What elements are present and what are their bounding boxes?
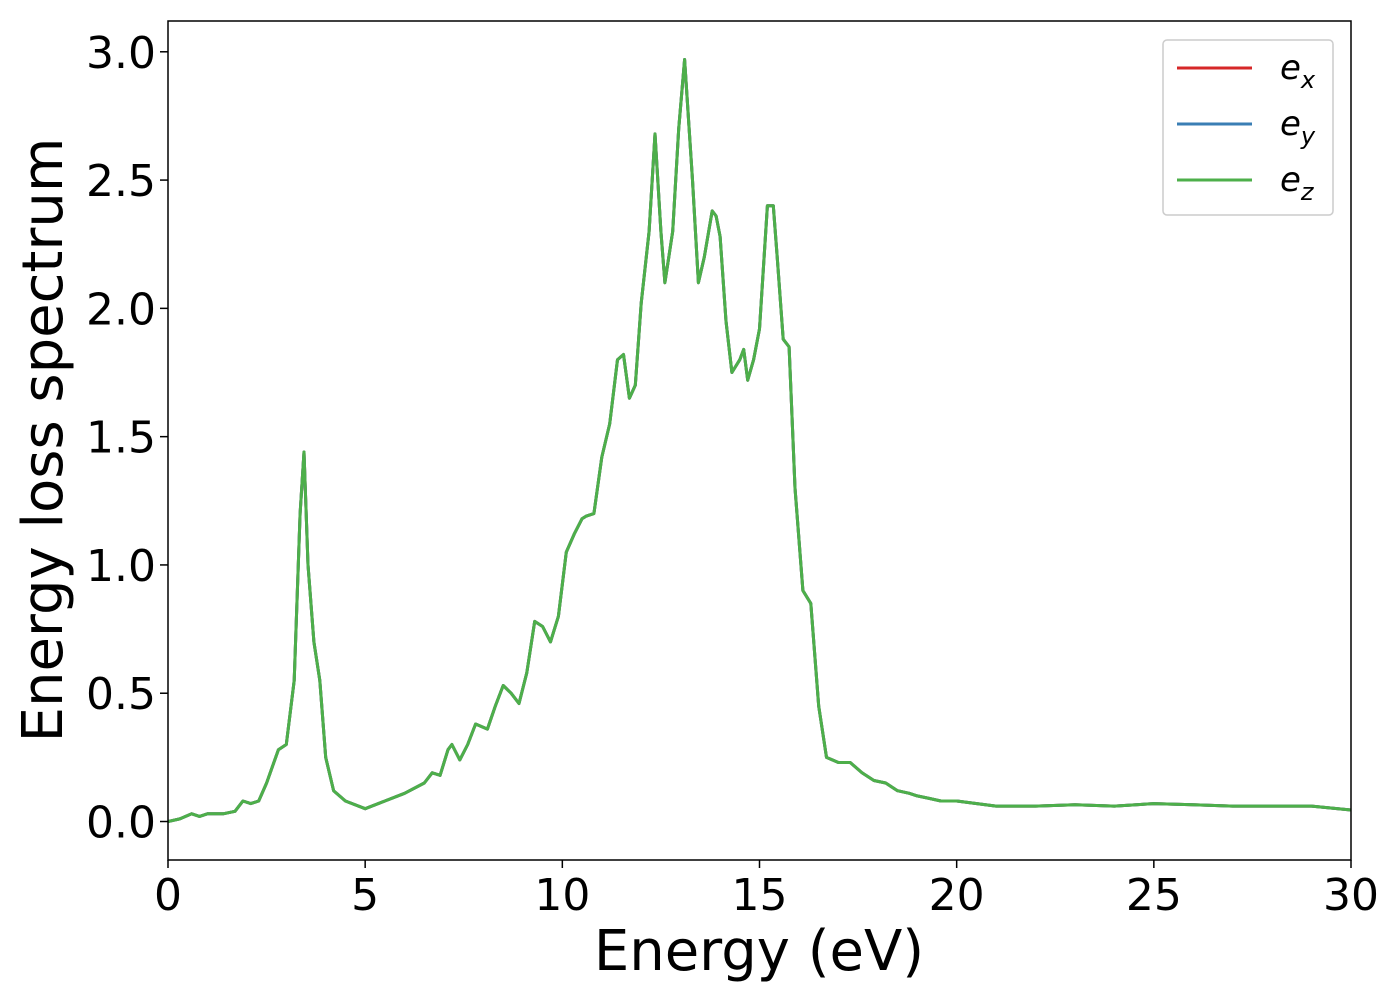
x-axis-label: Energy (eV) [594,919,924,984]
y-tick-label: 0.5 [86,669,156,720]
x-tick-label: 25 [1126,870,1182,921]
plot-area [168,58,1351,823]
axes: 0 5 10 15 20 25 30 0.0 0.5 1.0 1.5 2.0 2.5 3.0 [86,20,1379,921]
y-tick-label: 2.5 [86,156,156,207]
legend: ex ey ez [1162,39,1334,216]
y-tick-label: 1.5 [86,413,156,464]
y-tick-label: 0.0 [86,798,156,849]
legend-box [1162,39,1334,216]
legend-label-ez: ez [1280,160,1315,206]
x-tick-label: 10 [534,870,590,921]
x-tick-label: 15 [732,870,788,921]
x-tick-label: 20 [929,870,985,921]
y-axis-label: Energy loss spectrum [11,138,76,743]
y-tick-label: 1.0 [86,541,156,592]
x-tick-label: 0 [154,870,182,921]
series-line-ez [168,58,1351,823]
y-tick-label: 3.0 [86,28,156,79]
x-tick-label: 5 [351,870,379,921]
y-tick-label: 2.0 [86,284,156,335]
legend-label-ex: ex [1280,48,1316,94]
legend-label-ey: ey [1280,104,1316,150]
x-tick-label: 30 [1323,870,1379,921]
